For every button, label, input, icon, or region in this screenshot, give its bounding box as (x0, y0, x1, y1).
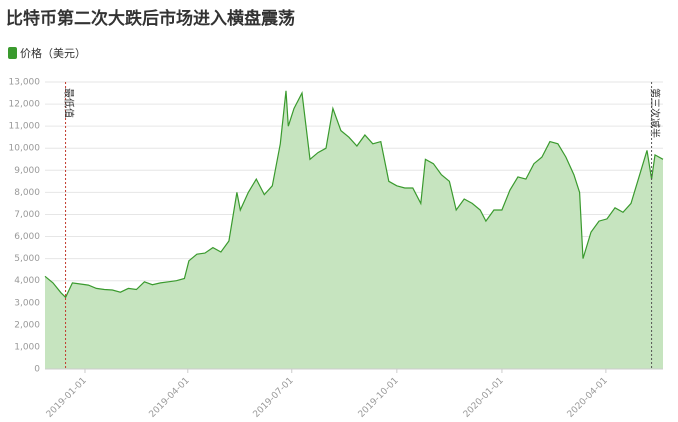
annotation-label: 最低值 (63, 88, 76, 118)
x-tick-label: 2019-10-01 (357, 376, 401, 420)
legend-swatch (8, 47, 17, 59)
y-tick-label: 0 (34, 365, 40, 375)
y-tick-label: 10,000 (9, 144, 41, 154)
chart-title: 比特币第二次大跌后市场进入横盘震荡 (6, 8, 295, 29)
annotation-label: 第三次减半 (649, 88, 662, 138)
y-tick-label: 13,000 (9, 78, 41, 88)
y-tick-label: 11,000 (9, 122, 41, 132)
line (44, 90, 664, 299)
x-tick-label: 2020-04-01 (566, 376, 610, 420)
y-tick-label: 7,000 (14, 210, 40, 220)
y-tick-label: 5,000 (14, 254, 40, 264)
y-tick-label: 3,000 (14, 298, 40, 308)
x-tick-label: 2019-04-01 (148, 376, 192, 420)
y-tick-label: 1,000 (14, 342, 40, 352)
y-tick-label: 2,000 (14, 320, 40, 330)
x-tick-label: 2019-07-01 (252, 376, 296, 420)
y-tick-label: 6,000 (14, 232, 40, 242)
y-tick-label: 12,000 (9, 100, 41, 110)
x-tick-label: 2020-01-01 (462, 376, 506, 420)
x-tick-label: 2019-01-01 (45, 376, 89, 420)
area (45, 90, 663, 370)
legend-label: 价格（美元） (20, 46, 86, 60)
y-tick-label: 4,000 (14, 276, 40, 286)
y-tick-label: 9,000 (14, 166, 40, 176)
y-tick-label: 8,000 (14, 188, 40, 198)
